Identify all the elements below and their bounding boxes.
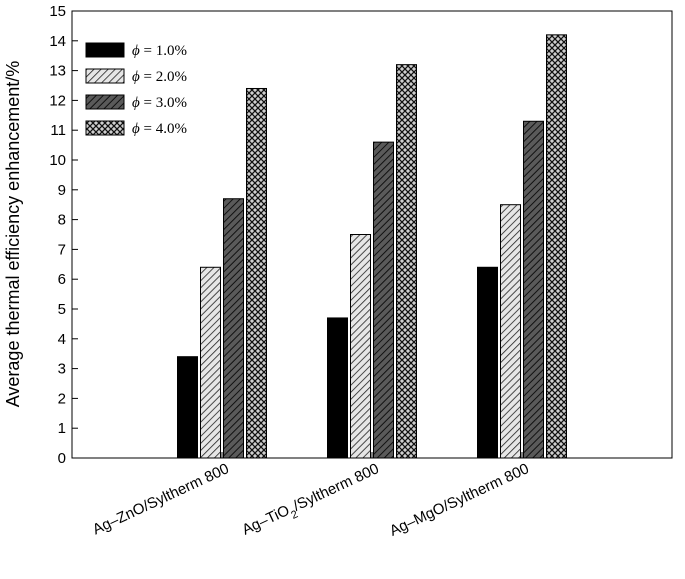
x-tick-label: Ag–ZnO/Syltherm 800	[90, 460, 232, 538]
y-tick-label: 0	[58, 450, 66, 467]
x-tick-label: Ag–MgO/Syltherm 800	[387, 460, 532, 540]
legend-label: ϕ = 1.0%	[132, 43, 187, 59]
y-tick-label: 15	[49, 3, 66, 20]
bar	[396, 64, 417, 459]
bar	[200, 266, 221, 459]
legend-swatch	[85, 120, 125, 136]
y-tick-label: 7	[58, 241, 66, 258]
x-tick-label: Ag–TiO2/Syltherm 800	[239, 460, 383, 543]
y-tick-label: 6	[58, 271, 66, 288]
bar	[546, 34, 567, 459]
legend-swatch	[85, 94, 125, 110]
bar	[327, 317, 348, 459]
bar	[350, 234, 371, 459]
y-tick-label: 9	[58, 182, 66, 199]
y-tick-label: 8	[58, 212, 66, 229]
legend: ϕ = 1.0% ϕ = 2.0% ϕ = 3.0% ϕ = 4.0%	[85, 42, 187, 137]
y-tick-label: 13	[49, 63, 66, 80]
y-tick-label: 12	[49, 92, 66, 109]
y-tick-label: 1	[58, 420, 66, 437]
y-tick-label: 3	[58, 361, 66, 378]
bar	[246, 87, 267, 459]
y-tick-label: 4	[58, 331, 66, 348]
bar	[373, 141, 394, 459]
bar	[177, 356, 198, 459]
plot-frame	[71, 10, 673, 459]
bar	[500, 204, 521, 459]
y-tick-label: 2	[58, 390, 66, 407]
bars	[177, 34, 567, 459]
legend-swatch	[85, 68, 125, 84]
legend-label: ϕ = 2.0%	[132, 69, 187, 85]
y-tick-label: 14	[49, 33, 66, 50]
y-tick-label: 11	[50, 122, 66, 139]
bar	[523, 120, 544, 459]
y-tick-label: 10	[49, 152, 66, 169]
bar	[477, 266, 498, 459]
x-axis-ticks: Ag–ZnO/Syltherm 800 Ag–TiO2/Syltherm 800 A…	[90, 452, 532, 543]
y-axis-title: Average thermal efficiency enhancement/%	[3, 61, 23, 408]
legend-swatch	[85, 42, 125, 58]
bar	[223, 198, 244, 459]
legend-label: ϕ = 4.0%	[132, 121, 187, 137]
legend-label: ϕ = 3.0%	[132, 95, 187, 111]
y-tick-label: 5	[58, 301, 66, 318]
